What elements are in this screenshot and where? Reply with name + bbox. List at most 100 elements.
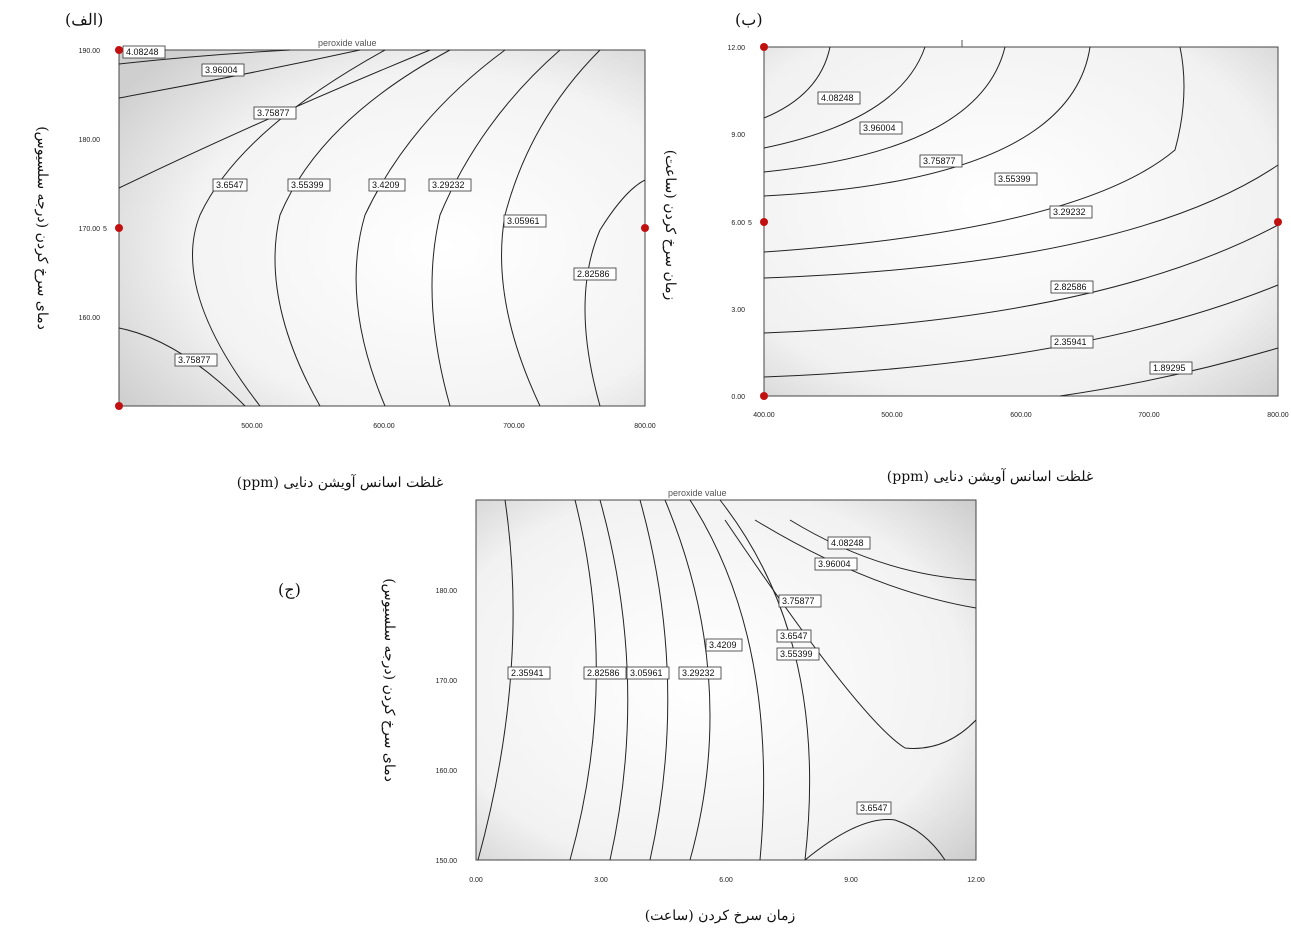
- y-tick-label: 170.00: [436, 678, 458, 685]
- y-axis-label-b: زمان سرخ کردن (ساعت): [662, 150, 678, 301]
- contour-label: 3.55399: [287, 178, 331, 192]
- design-point: [115, 402, 123, 410]
- svg-text:4.08248: 4.08248: [126, 47, 159, 57]
- svg-text:3.6547: 3.6547: [860, 803, 888, 813]
- svg-text:3.55399: 3.55399: [291, 180, 324, 190]
- design-point: [641, 224, 649, 232]
- y-tick-label: 150.00: [436, 858, 458, 865]
- x-tick-label: 12.00: [967, 877, 985, 884]
- contour-label: 3.6547: [776, 629, 812, 643]
- contour-label: 3.05961: [626, 666, 670, 680]
- y-tick-labels-c: 150.00 160.00 170.00 180.00: [436, 588, 458, 865]
- svg-text:4.08248: 4.08248: [831, 538, 864, 548]
- svg-text:3.6547: 3.6547: [780, 631, 808, 641]
- x-tick-label: 6.00: [719, 877, 733, 884]
- design-point: [115, 46, 123, 54]
- plot-area-c: [476, 500, 976, 860]
- contour-label: 2.82586: [573, 267, 617, 281]
- contour-label: 3.75877: [174, 353, 218, 367]
- y-axis-label-a: دمای سرخ کردن (درجه سلسیوس): [34, 126, 50, 330]
- point-count-label: 5: [748, 220, 752, 227]
- svg-text:3.4209: 3.4209: [709, 640, 737, 650]
- y-tick-label: 6.00: [731, 220, 745, 227]
- svg-text:2.82586: 2.82586: [1054, 282, 1087, 292]
- svg-text:3.29232: 3.29232: [682, 668, 715, 678]
- svg-text:3.75877: 3.75877: [782, 596, 815, 606]
- y-tick-label: 12.00: [727, 45, 745, 52]
- plot-area-a: [119, 50, 645, 406]
- x-axis-label-b: غلظت اسانس آویشن دنایی (ppm): [887, 467, 1093, 485]
- x-tick-label: 0.00: [469, 877, 483, 884]
- contour-plot-a: peroxide value (الف) 4.08248 3.96004 3.7…: [34, 10, 656, 491]
- design-point: [760, 43, 768, 51]
- design-point: [115, 224, 123, 232]
- design-point: [760, 218, 768, 226]
- svg-text:1.89295: 1.89295: [1153, 363, 1186, 373]
- svg-text:3.75877: 3.75877: [257, 108, 290, 118]
- panel-label-a: (الف): [65, 10, 103, 29]
- contour-label: 3.75877: [253, 106, 297, 120]
- y-tick-label: 180.00: [436, 588, 458, 595]
- svg-text:3.29232: 3.29232: [432, 180, 465, 190]
- svg-text:2.82586: 2.82586: [577, 269, 610, 279]
- contour-plot-b: (ب) 4.08248 3.96004 3.75877 3.55399 3.29…: [662, 10, 1289, 485]
- contour-label: 3.4209: [368, 178, 406, 192]
- contour-label: 3.96004: [201, 63, 245, 77]
- y-tick-label: 3.00: [731, 307, 745, 314]
- x-tick-label: 9.00: [844, 877, 858, 884]
- y-tick-label: 160.00: [79, 315, 101, 322]
- svg-text:3.55399: 3.55399: [780, 649, 813, 659]
- x-tick-labels-a: 500.00 600.00 700.00 800.00: [241, 423, 656, 430]
- y-tick-label: 180.00: [79, 137, 101, 144]
- x-tick-label: 700.00: [503, 423, 525, 430]
- contour-label: 2.35941: [1050, 335, 1094, 349]
- x-axis-label-a: غلظت اسانس آویشن دنایی (ppm): [237, 473, 443, 491]
- contour-label: 3.4209: [705, 638, 743, 652]
- svg-text:3.6547: 3.6547: [216, 180, 244, 190]
- contour-label: 3.96004: [814, 557, 858, 571]
- x-tick-label: 600.00: [373, 423, 395, 430]
- svg-text:3.96004: 3.96004: [818, 559, 851, 569]
- design-point: [1274, 218, 1282, 226]
- contour-label: 4.08248: [817, 91, 861, 105]
- contour-label: 4.08248: [122, 45, 166, 59]
- x-tick-label: 500.00: [881, 412, 903, 419]
- chart-c-header: peroxide value: [668, 488, 727, 498]
- contour-label: 3.75877: [919, 154, 963, 168]
- y-tick-label: 0.00: [731, 394, 745, 401]
- x-tick-label: 800.00: [1267, 412, 1289, 419]
- contour-plot-c: peroxide value (ج) 4.08248 3.96004 3.758…: [278, 488, 985, 924]
- y-tick-label: 160.00: [436, 768, 458, 775]
- y-tick-label: 9.00: [731, 132, 745, 139]
- contour-label: 3.05961: [503, 214, 547, 228]
- y-axis-label-c: دمای سرخ کردن (درجه سلسیوس): [381, 578, 397, 782]
- contour-label: 3.6547: [856, 801, 892, 815]
- y-tick-label: 190.00: [79, 48, 101, 55]
- svg-text:3.05961: 3.05961: [507, 216, 540, 226]
- svg-text:3.55399: 3.55399: [998, 174, 1031, 184]
- contour-label: 3.75877: [778, 594, 822, 608]
- contour-label: 1.89295: [1149, 361, 1193, 375]
- svg-text:3.4209: 3.4209: [372, 180, 400, 190]
- svg-text:2.35941: 2.35941: [1054, 337, 1087, 347]
- plot-area-b: [764, 47, 1278, 396]
- svg-text:3.75877: 3.75877: [178, 355, 211, 365]
- x-tick-labels-b: 400.00 500.00 600.00 700.00 800.00: [753, 412, 1289, 419]
- y-tick-labels-b: 0.00 3.00 6.00 9.00 12.00 5: [727, 45, 752, 401]
- svg-text:3.05961: 3.05961: [630, 668, 663, 678]
- svg-text:4.08248: 4.08248: [821, 93, 854, 103]
- contour-label: 2.82586: [1050, 280, 1094, 294]
- x-tick-label: 400.00: [753, 412, 775, 419]
- x-tick-label: 700.00: [1138, 412, 1160, 419]
- contour-label: 3.96004: [859, 121, 903, 135]
- svg-text:2.82586: 2.82586: [587, 668, 620, 678]
- contour-label: 3.55399: [994, 172, 1038, 186]
- panel-label-b: (ب): [735, 10, 763, 29]
- x-tick-labels-c: 0.00 3.00 6.00 9.00 12.00: [469, 877, 985, 884]
- x-tick-label: 800.00: [634, 423, 656, 430]
- contour-label: 4.08248: [827, 536, 871, 550]
- x-tick-label: 500.00: [241, 423, 263, 430]
- point-count-label: 5: [103, 226, 107, 233]
- svg-text:2.35941: 2.35941: [511, 668, 544, 678]
